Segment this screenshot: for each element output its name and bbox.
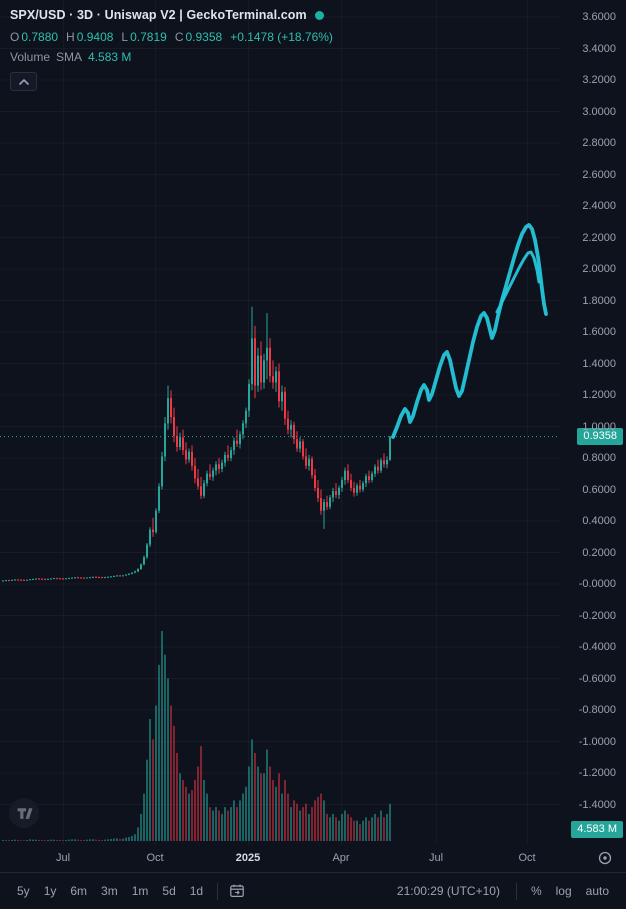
- go-to-date-icon: [230, 884, 244, 897]
- bottom-toolbar: 5y 1y 6m 3m 1m 5d 1d 21:00:29 (UTC+10) % log aut…: [0, 872, 626, 909]
- time-axis-label: Oct: [518, 852, 536, 864]
- toolbar-divider: [217, 882, 219, 900]
- price-axis-label: -0.4000: [578, 641, 616, 653]
- price-axis-label: 1.4000: [582, 357, 616, 370]
- toolbar-ranges: 5y 1y 6m 3m 1m 5d 1d: [10, 881, 210, 901]
- time-axis-label: Jul: [55, 852, 71, 864]
- price-axis-label: 0.6000: [582, 483, 616, 496]
- go-to-date-button[interactable]: [225, 881, 249, 901]
- range-button-1d[interactable]: 1d: [183, 881, 210, 901]
- price-axis-label: -1.4000: [578, 798, 616, 811]
- price-axis-label: -0.8000: [578, 704, 616, 716]
- price-axis-label: -1.0000: [578, 735, 616, 748]
- chevron-up-icon: [18, 78, 30, 86]
- price-axis-label: 0.8000: [582, 452, 616, 464]
- price-axis-label: 2.0000: [582, 263, 616, 275]
- price-axis-label: 1.6000: [582, 326, 616, 338]
- time-axis-label: Oct: [146, 852, 164, 864]
- range-button-1y[interactable]: 1y: [37, 881, 64, 901]
- price-axis-label: 2.6000: [582, 168, 616, 181]
- price-axis-label: -0.2000: [578, 609, 616, 622]
- price-axis-label: -0.0000: [578, 578, 616, 590]
- time-axis[interactable]: Jul Oct 2025 Apr Jul Oct: [0, 845, 626, 872]
- timezone-clock[interactable]: 21:00:29 (UTC+10): [396, 884, 500, 898]
- range-button-3m[interactable]: 3m: [94, 881, 125, 901]
- price-axis-label: 1.8000: [582, 294, 616, 307]
- price-axis[interactable]: 0.9358 4.583 M 3.6000 3.4000 3.2000 3.0000 2…: [560, 0, 626, 845]
- time-axis-label: Jul: [428, 852, 444, 864]
- price-axis-label: 1.0000: [582, 420, 616, 433]
- toolbar-divider: [515, 882, 517, 900]
- current-price-badge: 0.9358: [577, 428, 623, 445]
- range-button-5y[interactable]: 5y: [10, 881, 37, 901]
- legend-collapse-button[interactable]: [10, 72, 37, 91]
- volume-badge: 4.583 M: [571, 821, 623, 838]
- price-axis-label: 3.0000: [582, 105, 616, 118]
- price-axis-label: 2.4000: [582, 200, 616, 212]
- range-button-5d[interactable]: 5d: [155, 881, 182, 901]
- time-axis-label: 2025: [235, 852, 261, 864]
- toolbar-right: 21:00:29 (UTC+10) % log auto: [388, 881, 616, 901]
- toolbar-scale-buttons: % log auto: [524, 881, 616, 901]
- price-axis-label: 3.4000: [582, 42, 616, 55]
- price-axis-label: 3.6000: [582, 11, 616, 23]
- goto-realtime-icon[interactable]: [597, 850, 613, 869]
- price-axis-label: -0.6000: [578, 672, 616, 685]
- price-axis-label: 2.2000: [582, 231, 616, 244]
- time-axis-label: Apr: [332, 852, 350, 864]
- price-axis-label: 2.8000: [582, 137, 616, 149]
- chart-pane[interactable]: SPX/USD · 3D · Uniswap V2 | GeckoTermina…: [0, 0, 560, 845]
- scale-button-log[interactable]: log: [549, 881, 579, 901]
- range-button-1m[interactable]: 1m: [125, 881, 156, 901]
- range-button-6m[interactable]: 6m: [63, 881, 94, 901]
- chart-canvas[interactable]: [0, 0, 560, 845]
- scale-button-auto[interactable]: auto: [579, 881, 616, 901]
- price-axis-label: 0.4000: [582, 515, 616, 527]
- price-axis-label: 3.2000: [582, 74, 616, 86]
- tradingview-logo-icon: [17, 807, 32, 819]
- price-axis-label: 0.2000: [582, 546, 616, 559]
- tradingview-logo[interactable]: [9, 798, 39, 828]
- scale-button-%[interactable]: %: [524, 881, 549, 901]
- price-axis-label: -1.2000: [578, 767, 616, 779]
- price-axis-label: 1.2000: [582, 389, 616, 401]
